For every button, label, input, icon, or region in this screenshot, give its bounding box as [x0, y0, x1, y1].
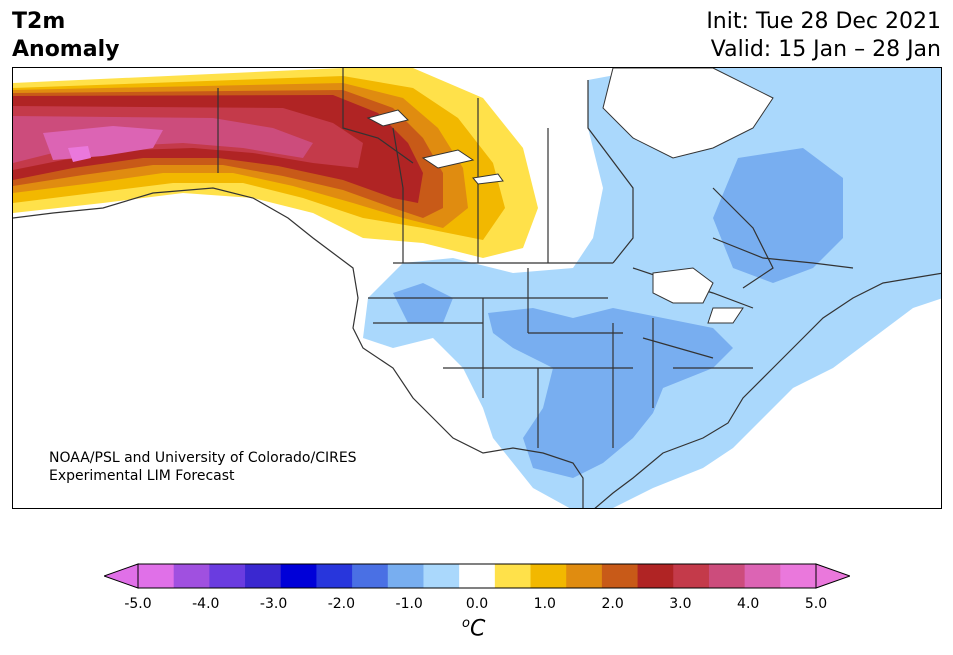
unit-degree: o	[462, 616, 470, 631]
map-title: T2m Anomaly	[12, 8, 119, 64]
map-boundaries	[13, 68, 941, 508]
colorbar-cell	[387, 564, 424, 588]
colorbar-tick-label: 2.0	[601, 596, 624, 612]
colorbar-cell	[459, 564, 496, 588]
colorbar-cell	[601, 564, 639, 588]
colorbar-cell	[209, 564, 246, 588]
colorbar-cells	[138, 564, 817, 588]
anomaly-map	[12, 67, 942, 509]
unit-letter: C	[469, 616, 486, 642]
colorbar-cell	[138, 564, 175, 588]
colorbar-tick-label: -4.0	[192, 596, 220, 612]
attribution-line-1: NOAA/PSL and University of Colorado/CIRE…	[49, 450, 357, 466]
colorbar	[104, 563, 850, 589]
colorbar-cell	[280, 564, 317, 588]
map-canvas	[13, 68, 941, 508]
attribution: NOAA/PSL and University of Colorado/CIRE…	[49, 449, 357, 485]
colorbar-tick-label: -5.0	[124, 596, 152, 612]
colorbar-cell	[566, 564, 603, 588]
colorbar-tick-label: 3.0	[669, 596, 692, 612]
colorbar-over-arrow	[815, 563, 850, 589]
colorbar-cell	[316, 564, 353, 588]
colorbar-tick-label: -2.0	[327, 596, 356, 612]
colorbar-cell	[708, 564, 746, 588]
valid-range: Valid: 15 Jan – 28 Jan	[710, 37, 941, 62]
colorbar-cell	[423, 564, 460, 588]
colorbar-tick-label: 0.0	[465, 596, 489, 612]
title-line-1: T2m	[12, 9, 66, 34]
colorbar-tick-label: 4.0	[737, 596, 760, 612]
colorbar-under-arrow	[104, 563, 139, 589]
colorbar-cell	[780, 564, 817, 588]
colorbar-tick-label: -1.0	[395, 596, 423, 612]
colorbar-border	[137, 563, 817, 589]
colorbar-unit: oC	[462, 616, 485, 641]
init-date: Init: Tue 28 Dec 2021	[706, 9, 941, 34]
colorbar-cell	[173, 564, 210, 588]
colorbar-cell	[744, 564, 781, 588]
colorbar-cell	[245, 564, 282, 588]
colorbar-ticks: -5.0 -4.0 -3.0 -2.0 -1.0 0.0 1.0 2.0 3.0 4.0 5.0	[0, 596, 953, 616]
forecast-dates: Init: Tue 28 Dec 2021 Valid: 15 Jan – 28…	[706, 8, 941, 64]
title-line-2: Anomaly	[12, 37, 120, 62]
colorbar-cell	[637, 564, 674, 588]
colorbar-cell	[494, 564, 532, 588]
colorbar-cell	[673, 564, 710, 588]
colorbar-tick-label: 1.0	[533, 596, 556, 612]
colorbar-tick-label: -3.0	[259, 596, 288, 612]
attribution-line-2: Experimental LIM Forecast	[49, 468, 235, 484]
colorbar-cell	[352, 564, 389, 588]
cool-anomaly-medium	[393, 148, 843, 478]
colorbar-tick-label: 5.0	[804, 596, 828, 612]
water-bodies	[366, 68, 774, 324]
colorbar-cell	[530, 564, 567, 588]
